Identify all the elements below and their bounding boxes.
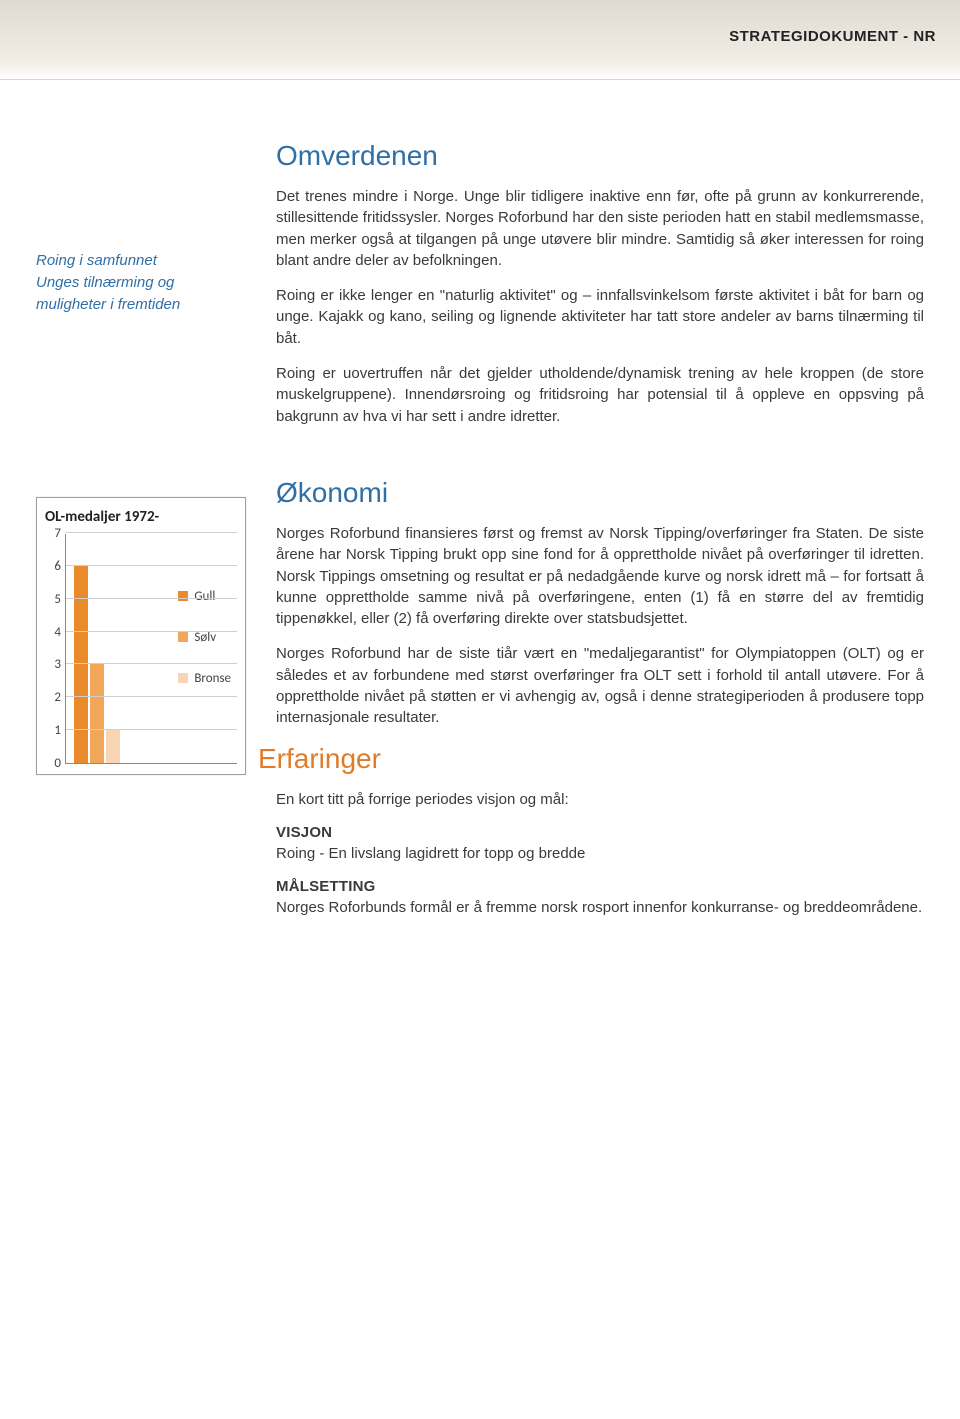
heading-okonomi: Økonomi (276, 477, 924, 509)
gridline (66, 631, 237, 632)
legend-item: Gull (178, 589, 231, 604)
legend-item: Bronse (178, 671, 231, 686)
legend-swatch (178, 632, 188, 642)
sidebar-omverdenen: Roing i samfunnet Unges tilnærming og mu… (36, 140, 276, 441)
subhead-visjon: VISJON (276, 824, 924, 841)
text-visjon: Roing - En livslang lagidrett for topp o… (276, 843, 924, 864)
header-band: STRATEGIDOKUMENT - NR (0, 0, 960, 80)
paragraph: Roing er ikke lenger en "naturlig aktivi… (276, 285, 924, 349)
text-malsetting: Norges Roforbunds formål er å fremme nor… (276, 897, 924, 918)
gridline (66, 598, 237, 599)
legend-label: Sølv (194, 630, 216, 645)
chart-title: OL-medaljer 1972- (45, 508, 237, 526)
bar-sølv (90, 664, 104, 763)
sidebar-line-3: muligheter i fremtiden (36, 294, 256, 316)
chart-area: 01234567 Gull Sølv Bronse (45, 534, 237, 764)
document-header-label: STRATEGIDOKUMENT - NR (729, 28, 936, 45)
sidebar-okonomi: OL-medaljer 1972- 01234567 Gull Sølv Brons… (36, 477, 276, 932)
chart-yaxis: 01234567 (45, 534, 61, 764)
sidebar-line-2: Unges tilnærming og (36, 272, 256, 294)
medal-chart: OL-medaljer 1972- 01234567 Gull Sølv Brons… (36, 497, 246, 775)
legend-swatch (178, 591, 188, 601)
paragraph: Roing er uovertruffen når det gjelder ut… (276, 363, 924, 427)
paragraph: Det trenes mindre i Norge. Unge blir tid… (276, 186, 924, 271)
paragraph: Norges Roforbund har de siste tiår vært … (276, 643, 924, 728)
subhead-malsetting: MÅLSETTING (276, 878, 924, 895)
bar-bronse (106, 730, 120, 763)
gridline (66, 565, 237, 566)
gridline (66, 663, 237, 664)
paragraph: Norges Roforbund finansieres først og fr… (276, 523, 924, 629)
heading-omverdenen: Omverdenen (276, 140, 924, 172)
legend-label: Gull (194, 589, 215, 604)
page-body: Roing i samfunnet Unges tilnærming og mu… (0, 80, 960, 1008)
chart-plot: Gull Sølv Bronse (65, 534, 237, 764)
chart-legend: Gull Sølv Bronse (178, 589, 231, 712)
legend-label: Bronse (194, 671, 231, 686)
sidebar-note: Roing i samfunnet Unges tilnærming og mu… (36, 250, 256, 315)
gridline (66, 532, 237, 533)
legend-swatch (178, 673, 188, 683)
heading-erfaringer: Erfaringer (258, 743, 924, 775)
section-omverdenen: Omverdenen Det trenes mindre i Norge. Un… (276, 140, 924, 441)
legend-item: Sølv (178, 630, 231, 645)
paragraph: En kort titt på forrige periodes visjon … (276, 789, 924, 810)
section-okonomi: Økonomi Norges Roforbund finansieres før… (276, 477, 924, 932)
sidebar-line-1: Roing i samfunnet (36, 250, 256, 272)
row-omverdenen: Roing i samfunnet Unges tilnærming og mu… (36, 140, 924, 441)
row-okonomi: OL-medaljer 1972- 01234567 Gull Sølv Brons… (36, 477, 924, 932)
gridline (66, 729, 237, 730)
gridline (66, 696, 237, 697)
